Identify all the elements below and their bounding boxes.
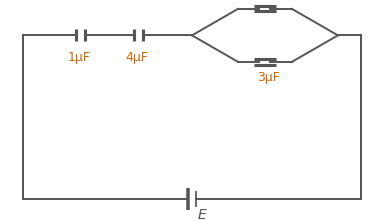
Text: 4μF: 4μF: [125, 51, 148, 64]
Text: 1μF: 1μF: [67, 51, 90, 64]
Text: E: E: [197, 208, 206, 221]
Text: 3μF: 3μF: [257, 71, 280, 84]
